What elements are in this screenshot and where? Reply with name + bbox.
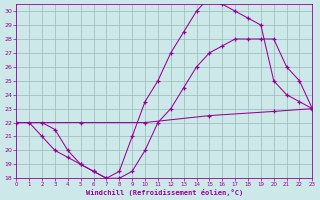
X-axis label: Windchill (Refroidissement éolien,°C): Windchill (Refroidissement éolien,°C) bbox=[86, 189, 243, 196]
